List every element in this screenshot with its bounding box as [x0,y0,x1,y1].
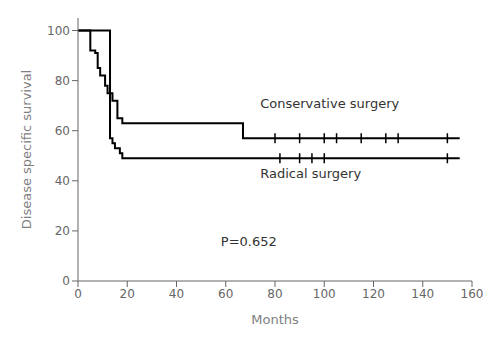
svg-text:Disease specific survival: Disease specific survival [19,70,34,229]
svg-text:Conservative surgery: Conservative surgery [260,96,399,111]
svg-text:60: 60 [218,287,233,301]
svg-text:100: 100 [313,287,336,301]
svg-text:40: 40 [55,174,70,188]
svg-text:20: 20 [55,224,70,238]
svg-text:60: 60 [55,124,70,138]
svg-text:Radical surgery: Radical surgery [260,166,361,181]
svg-text:P=0.652: P=0.652 [221,234,277,249]
svg-text:20: 20 [120,287,135,301]
svg-text:120: 120 [362,287,385,301]
svg-text:40: 40 [169,287,184,301]
svg-text:0: 0 [74,287,82,301]
svg-text:160: 160 [461,287,484,301]
svg-text:140: 140 [411,287,434,301]
svg-text:80: 80 [267,287,282,301]
svg-text:80: 80 [55,74,70,88]
svg-text:0: 0 [62,274,70,288]
svg-text:100: 100 [47,24,70,38]
svg-text:Months: Months [251,312,299,327]
